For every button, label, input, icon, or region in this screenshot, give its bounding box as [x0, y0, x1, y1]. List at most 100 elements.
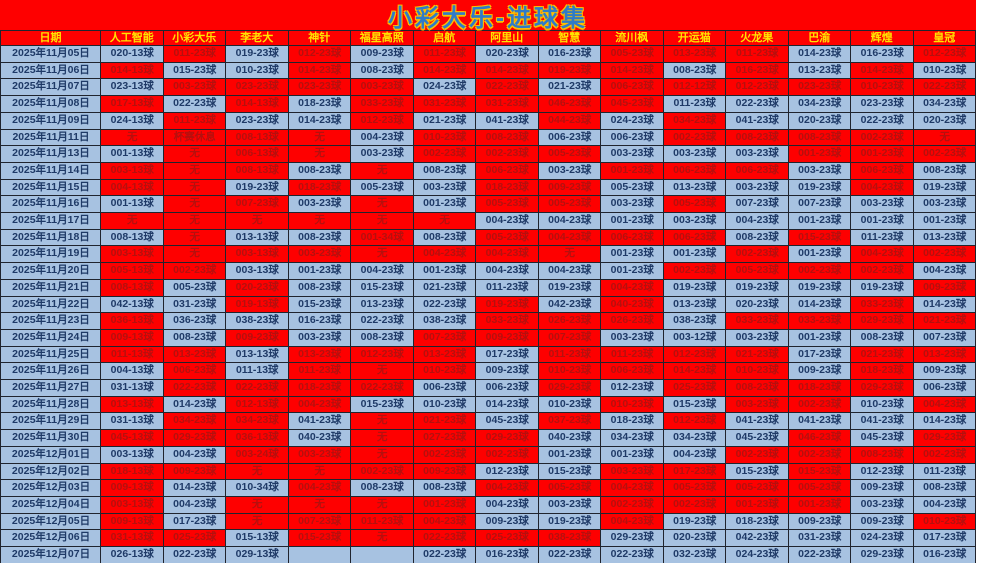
table-row: 2025年12月05日 009-13球 017-23球无 007-23球 011-23球… — [0, 513, 976, 531]
value-cell: 001-13球 — [101, 196, 164, 214]
value-cell: 017-23球 — [663, 463, 726, 481]
value-cell: 015-23球 — [351, 396, 414, 414]
value-cell: 004-23球 — [288, 396, 351, 414]
value-cell: 011-23球 — [163, 46, 226, 63]
value-cell: 003-23球 — [601, 463, 664, 481]
value-cell: 005-23球 — [476, 196, 539, 214]
date-cell: 2025年11月14日 — [1, 162, 101, 180]
value-cell: 041-23球 — [476, 112, 539, 130]
column-header-3: 李老大 — [226, 31, 289, 46]
value-cell: 023-13球 — [101, 79, 164, 97]
value-cell: 029-23球 — [163, 430, 226, 447]
value-cell: 002-23球 — [663, 496, 726, 514]
date-cell: 2025年11月21日 — [1, 279, 101, 297]
table-row: 2025年12月07日 026-13球 022-23球 029-13球 022-23球 0… — [0, 547, 976, 563]
table-row: 2025年11月26日 004-13球 006-23球 011-13球 011-23球无… — [0, 363, 976, 381]
value-cell: 009-23球 — [788, 513, 851, 531]
column-header-14: 皇冠 — [913, 31, 976, 46]
value-cell: 029-23球 — [851, 547, 914, 563]
date-cell: 2025年11月13日 — [1, 146, 101, 163]
value-cell: 003-23球 — [163, 79, 226, 97]
value-cell: 019-23球 — [663, 279, 726, 297]
value-cell: 011-23球 — [413, 46, 476, 63]
value-cell: 002-23球 — [913, 446, 976, 464]
date-cell: 2025年11月22日 — [1, 296, 101, 314]
value-cell: 045-23球 — [851, 430, 914, 447]
value-cell: 无 — [351, 213, 414, 230]
value-cell: 014-23球 — [163, 480, 226, 497]
date-cell: 2025年11月05日 — [1, 46, 101, 63]
value-cell: 010-23球 — [913, 513, 976, 531]
value-cell: 012-23球 — [663, 346, 726, 364]
value-cell: 008-23球 — [413, 162, 476, 180]
value-cell: 001-34球 — [351, 229, 414, 247]
value-cell: 008-23球 — [726, 129, 789, 147]
value-cell: 010-23球 — [851, 79, 914, 97]
value-cell: 003-23球 — [601, 196, 664, 214]
value-cell: 024-23球 — [601, 112, 664, 130]
value-cell: 023-23球 — [788, 79, 851, 97]
value-cell: 016-23球 — [726, 62, 789, 80]
table-row: 2025年11月30日 045-13球 029-23球 036-13球 040-23球无… — [0, 430, 976, 447]
value-cell: 034-23球 — [663, 430, 726, 447]
value-cell: 033-23球 — [476, 313, 539, 330]
value-cell: 008-23球 — [726, 229, 789, 247]
value-cell: 019-23球 — [726, 279, 789, 297]
value-cell: 001-23球 — [788, 329, 851, 347]
value-cell: 014-23球 — [413, 62, 476, 80]
value-cell: 007-23球 — [226, 196, 289, 214]
value-cell: 007-23球 — [538, 329, 601, 347]
value-cell: 022-23球 — [351, 380, 414, 397]
value-cell: 003-23球 — [726, 146, 789, 163]
value-cell: 023-23球 — [851, 96, 914, 113]
value-cell: 033-23球 — [726, 313, 789, 330]
date-cell: 2025年12月06日 — [1, 530, 101, 548]
value-cell: 004-23球 — [476, 496, 539, 514]
value-cell: 010-23球 — [413, 396, 476, 414]
column-header-5: 福星高照 — [351, 31, 414, 46]
value-cell: 008-13球 — [101, 229, 164, 247]
value-cell: 034-23球 — [601, 430, 664, 447]
value-cell: 001-23球 — [851, 146, 914, 163]
value-cell: 008-23球 — [351, 329, 414, 347]
value-cell: 016-23球 — [288, 313, 351, 330]
value-cell: 013-23球 — [663, 179, 726, 197]
value-cell: 002-23球 — [163, 263, 226, 280]
value-cell: 016-23球 — [913, 547, 976, 563]
value-cell: 008-23球 — [788, 129, 851, 147]
value-cell: 002-23球 — [663, 263, 726, 280]
value-cell: 024-23球 — [413, 79, 476, 97]
value-cell: 038-23球 — [413, 313, 476, 330]
value-cell: 023-23球 — [288, 79, 351, 97]
value-cell: 008-23球 — [913, 480, 976, 497]
value-cell: 002-23球 — [788, 446, 851, 464]
value-cell: 041-23球 — [788, 413, 851, 431]
value-cell: 042-13球 — [101, 296, 164, 314]
date-cell: 2025年12月05日 — [1, 513, 101, 531]
value-cell: 011-23球 — [351, 513, 414, 531]
value-cell: 010-23球 — [601, 396, 664, 414]
value-cell: 010-23球 — [413, 363, 476, 381]
value-cell: 042-23球 — [538, 296, 601, 314]
value-cell: 025-23球 — [663, 380, 726, 397]
value-cell: 012-23球 — [851, 463, 914, 481]
value-cell: 026-23球 — [601, 313, 664, 330]
value-cell: 无 — [413, 213, 476, 230]
value-cell: 013-23球 — [788, 62, 851, 80]
value-cell: 007-23球 — [788, 196, 851, 214]
value-cell: 007-23球 — [413, 329, 476, 347]
value-cell: 029-23球 — [851, 313, 914, 330]
value-cell: 045-13球 — [101, 430, 164, 447]
value-cell: 无 — [538, 246, 601, 264]
value-cell: 022-23球 — [726, 96, 789, 113]
value-cell: 无 — [288, 463, 351, 481]
date-cell: 2025年11月28日 — [1, 396, 101, 414]
value-cell: 无 — [163, 246, 226, 264]
value-cell: 009-23球 — [226, 329, 289, 347]
value-cell: 001-23球 — [851, 213, 914, 230]
value-cell: 003-13球 — [101, 162, 164, 180]
value-cell: 008-23球 — [351, 62, 414, 80]
value-cell: 045-23球 — [726, 430, 789, 447]
value-cell: 046-23球 — [788, 430, 851, 447]
table-row: 2025年11月06日 014-13球 015-23球 010-23球 014-23球 0… — [0, 62, 976, 80]
